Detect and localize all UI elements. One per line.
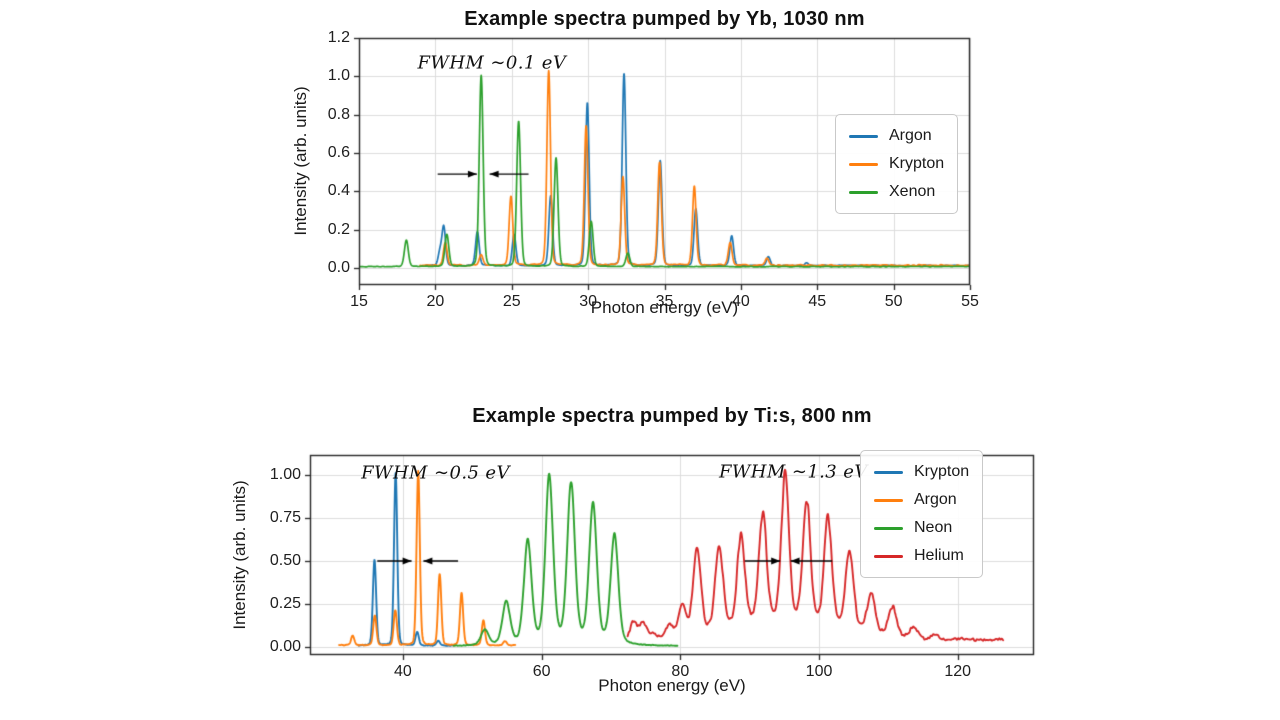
spectra-canvas <box>0 0 1280 720</box>
figure-page: Example spectra pumped by Yb, 1030 nm In… <box>0 0 1280 720</box>
